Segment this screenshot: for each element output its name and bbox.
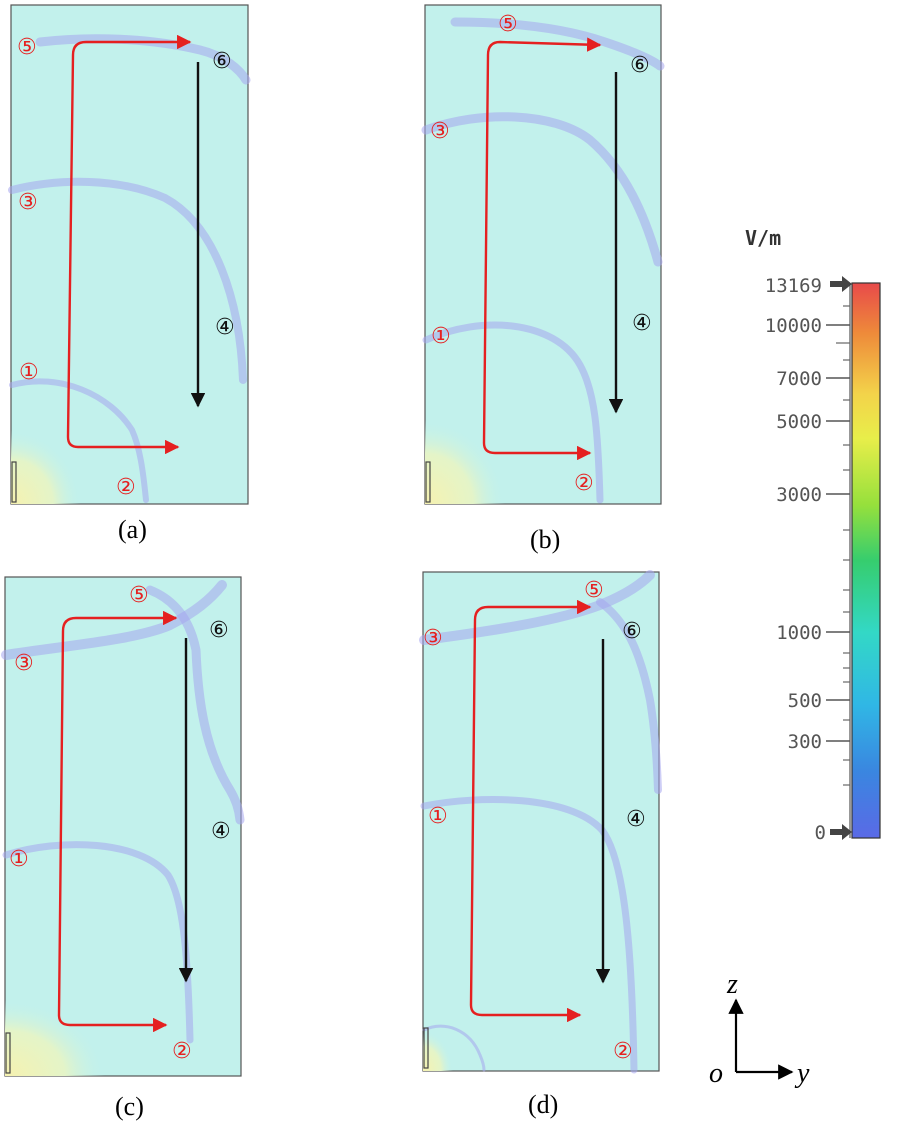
panel-a-marker-4: ④	[215, 315, 235, 340]
panel-a-marker-2: ②	[116, 475, 136, 500]
panel-a-marker-1: ①	[19, 360, 39, 385]
panel-c-corner-mark	[5, 1032, 11, 1074]
colorbar-unit: V/m	[745, 226, 781, 250]
panel-c-hot-spot	[5, 1000, 105, 1076]
panel-a-marker-6: ⑥	[212, 49, 232, 74]
panel-b-marker-6: ⑥	[630, 53, 650, 78]
colorbar-gradient	[851, 282, 881, 839]
panel-c-field	[4, 576, 242, 1077]
panel-c: ⑤ ⑥ ③ ④ ① ② (c)	[1, 576, 245, 1121]
panel-c-marker-6: ⑥	[209, 618, 229, 643]
panel-b-marker-4: ④	[632, 311, 652, 336]
panel-c-red-path	[57, 610, 178, 1033]
panel-d-band-corner-arc	[422, 1024, 486, 1072]
z-axis-label: z	[726, 969, 738, 1000]
panel-d-corner-mark	[423, 1027, 429, 1069]
panel-c-marker-1: ①	[9, 847, 29, 872]
panel-a-marker-3: ③	[18, 190, 38, 215]
panel-a-corner-mark	[11, 461, 17, 503]
colorbar-label-7000: 7000	[776, 368, 822, 390]
panel-a: ⑤ ⑥ ③ ④ ① ② (a)	[8, 4, 251, 544]
panel-c-marker-5: ⑤	[129, 583, 149, 608]
panel-a-field	[10, 4, 249, 505]
colorbar-label-10000: 10000	[765, 315, 822, 337]
panel-d-marker-6: ⑥	[622, 619, 642, 644]
panel-d-band-upper-tail	[596, 598, 662, 794]
panel-d-marker-3: ③	[423, 626, 443, 651]
panel-c-band-upper-b	[145, 585, 245, 825]
panel-b-marker-1: ①	[431, 324, 451, 349]
panel-a-caption: (a)	[118, 515, 147, 544]
panel-a-hot-spot	[11, 430, 81, 504]
panel-a-band-lower	[9, 378, 149, 503]
panel-a-marker-5: ⑤	[17, 35, 37, 60]
panel-d-marker-5: ⑤	[584, 578, 604, 603]
colorbar-max-pointer	[830, 276, 852, 292]
panel-c-marker-4: ④	[211, 819, 231, 844]
panel-d-red-path	[469, 599, 592, 1023]
panel-c-caption: (c)	[115, 1092, 144, 1121]
colorbar-label-0: 0	[815, 822, 826, 844]
panel-c-marker-2: ②	[172, 1039, 192, 1064]
panel-d-field	[422, 571, 660, 1072]
y-axis-label: y	[794, 1058, 810, 1089]
panel-b-caption: (b)	[530, 525, 560, 554]
colorbar-label-500: 500	[788, 690, 822, 712]
origin-label: o	[709, 1058, 723, 1089]
colorbar-label-13169: 13169	[765, 275, 822, 297]
panel-d-marker-1: ①	[428, 804, 448, 829]
colorbar-label-300: 300	[788, 731, 822, 753]
panel-b-marker-3: ③	[430, 119, 450, 144]
colorbar-label-1000: 1000	[776, 622, 822, 644]
panel-b: ⑤ ⑥ ③ ④ ① ② (b)	[421, 4, 665, 554]
panel-d: ⑤ ⑥ ③ ④ ① ② (d)	[419, 570, 662, 1119]
panel-d-marker-2: ②	[613, 1039, 633, 1064]
panel-b-marker-5: ⑤	[498, 12, 518, 37]
panel-b-hot-spot	[425, 420, 505, 504]
colorbar-minor-ticks	[836, 305, 850, 786]
panel-b-corner-mark	[425, 461, 431, 503]
panel-c-marker-3: ③	[14, 651, 34, 676]
axes-indicator: z y o	[709, 969, 810, 1089]
panel-d-marker-4: ④	[626, 807, 646, 832]
panel-d-caption: (d)	[528, 1090, 558, 1119]
colorbar-major-ticks	[826, 324, 850, 742]
panel-a-red-path	[66, 34, 192, 455]
colorbar-min-pointer	[830, 824, 852, 840]
panel-b-red-path	[482, 37, 602, 461]
colorbar: V/m	[745, 226, 881, 844]
panel-b-marker-2: ②	[574, 471, 594, 496]
colorbar-label-3000: 3000	[776, 484, 822, 506]
colorbar-label-5000: 5000	[776, 411, 822, 433]
